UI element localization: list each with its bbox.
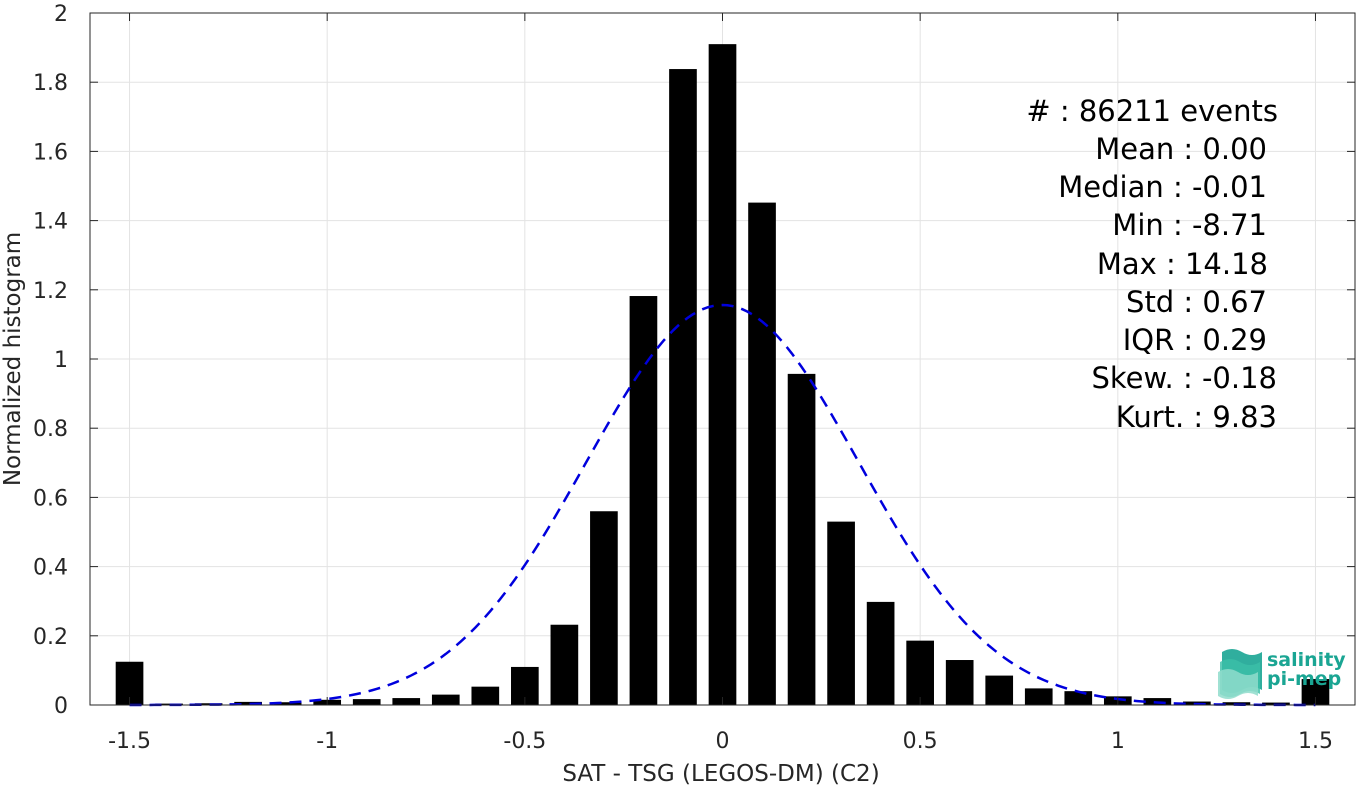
histogram-bar xyxy=(866,601,895,705)
stat-iqr: IQR : 0.29 xyxy=(1123,323,1267,357)
histogram-bar xyxy=(1064,691,1093,705)
x-tick-label: -1 xyxy=(316,729,338,754)
x-tick-label: -0.5 xyxy=(503,729,546,754)
histogram-bar xyxy=(550,624,579,705)
stat-std: Std : 0.67 xyxy=(1126,285,1267,319)
stats-box: # : 86211 events Mean : 0.00 Median : -0… xyxy=(1026,94,1278,434)
histogram-bar xyxy=(234,701,262,705)
y-tick-label: 2 xyxy=(54,2,68,27)
histogram-bar xyxy=(629,296,658,705)
y-tick-label: 1.4 xyxy=(33,210,68,235)
salinity-pimep-logo: salinity pi-mep xyxy=(1218,649,1346,699)
histogram-bar xyxy=(748,202,776,705)
logo-line1: salinity xyxy=(1267,649,1346,671)
x-tick-label: -1.5 xyxy=(108,729,151,754)
stat-skew: Skew. : -0.18 xyxy=(1091,361,1277,395)
y-tick-labels: 0 0.2 0.4 0.6 0.8 1 1.2 1.4 1.6 1.8 2 xyxy=(33,2,68,719)
stat-count: # : 86211 events xyxy=(1026,94,1278,128)
x-tick-label: 0 xyxy=(716,729,730,754)
x-tick-labels: -1.5 -1 -0.5 0 0.5 1 1.5 xyxy=(108,729,1333,754)
y-tick-label: 0 xyxy=(54,694,68,719)
wave-stack-icon xyxy=(1218,649,1262,699)
histogram-bar xyxy=(352,699,381,705)
stat-max: Max : 14.18 xyxy=(1097,247,1268,281)
histogram-bar xyxy=(669,69,697,705)
histogram-bar xyxy=(708,44,737,705)
histogram-bar xyxy=(787,373,816,705)
y-tick-label: 1.8 xyxy=(33,71,68,96)
x-tick-label: 0.5 xyxy=(903,729,938,754)
histogram-bar xyxy=(945,660,974,705)
y-tick-label: 1 xyxy=(54,348,68,373)
stat-min: Min : -8.71 xyxy=(1112,208,1267,242)
x-tick-label: 1.5 xyxy=(1298,729,1333,754)
y-tick-label: 1.6 xyxy=(33,140,68,165)
histogram-bar xyxy=(985,675,1014,705)
y-tick-label: 0.2 xyxy=(33,625,68,650)
y-tick-label: 1.2 xyxy=(33,279,68,304)
histogram-bar xyxy=(194,703,223,705)
stat-median: Median : -0.01 xyxy=(1058,170,1267,204)
histogram-bar xyxy=(1024,688,1053,705)
y-tick-label: 0.8 xyxy=(33,417,68,442)
x-axis-label: SAT - TSG (LEGOS-DM) (C2) xyxy=(562,761,879,785)
histogram-bar xyxy=(155,703,183,705)
histogram-bar xyxy=(273,702,302,705)
histogram-bar xyxy=(827,521,855,705)
x-tick-label: 1 xyxy=(1111,729,1125,754)
stat-mean: Mean : 0.00 xyxy=(1095,132,1267,166)
histogram-bar xyxy=(590,511,618,705)
histogram-bar xyxy=(471,686,500,705)
logo-line2: pi-mep xyxy=(1267,668,1341,690)
histogram-bar xyxy=(392,698,421,705)
y-axis-label: Normalized histogram xyxy=(0,232,26,486)
histogram-bar xyxy=(431,694,460,705)
y-tick-label: 0.4 xyxy=(33,556,68,581)
histogram-bar xyxy=(906,640,934,705)
stat-kurt: Kurt. : 9.83 xyxy=(1116,400,1277,434)
y-tick-label: 0.6 xyxy=(33,486,68,511)
axis-ticks xyxy=(90,12,1355,706)
